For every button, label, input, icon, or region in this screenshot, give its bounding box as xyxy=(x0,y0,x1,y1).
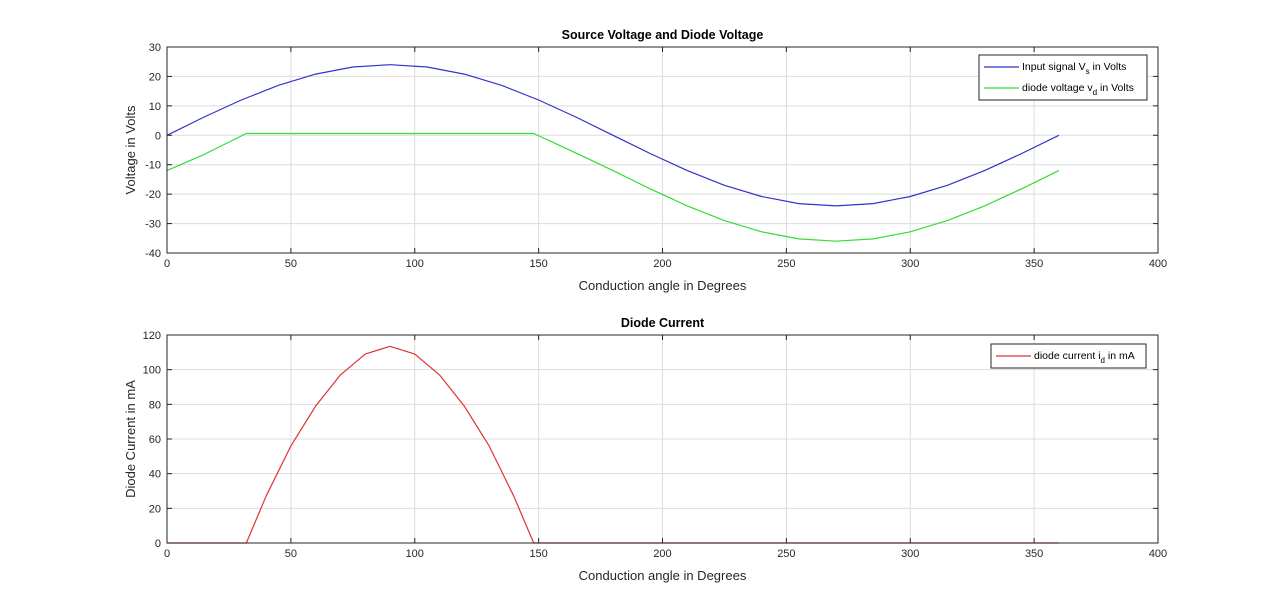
x-tick-label: 400 xyxy=(1149,548,1167,560)
y-tick-label: 0 xyxy=(155,130,161,142)
y-tick-label: -20 xyxy=(145,189,161,201)
legend: diode current id in mA xyxy=(990,343,1147,369)
x-tick-label: 100 xyxy=(406,258,424,270)
x-axis-label: Conduction angle in Degrees xyxy=(579,568,747,583)
x-tick-label: 200 xyxy=(653,548,671,560)
legend-label-1: Input signal Vs in Volts xyxy=(1022,61,1126,76)
x-tick-label: 200 xyxy=(653,258,671,270)
x-tick-label: 300 xyxy=(901,258,919,270)
x-tick-label: 250 xyxy=(777,258,795,270)
x-tick-label: 50 xyxy=(285,258,297,270)
series-line-1 xyxy=(166,64,1060,207)
chart-2: 0 50 100 150 200 250 300 350 400 0 20 40 60 80 100 120 D… xyxy=(123,316,1167,583)
chart-1: 0 50 100 150 200 250 300 350 400 -40 -30 -20 -10 0 10 2… xyxy=(123,28,1167,293)
legend-label-1: diode current id in mA xyxy=(1034,350,1135,365)
x-tick-label: 250 xyxy=(777,548,795,560)
x-tick-label: 0 xyxy=(164,548,170,560)
x-tick-label: 150 xyxy=(529,258,547,270)
y-tick-label: 80 xyxy=(149,399,161,411)
y-tick-label: 100 xyxy=(143,365,161,377)
y-tick-label: 40 xyxy=(149,469,161,481)
x-tick-label: 100 xyxy=(406,548,424,560)
legend: Input signal Vs in Volts diode voltage vd… xyxy=(978,54,1148,101)
x-tick-label: 350 xyxy=(1025,548,1043,560)
y-tick-label: 60 xyxy=(149,434,161,446)
x-tick-label: 400 xyxy=(1149,258,1167,270)
series-line-2 xyxy=(166,132,1060,242)
y-tick-label: 20 xyxy=(149,71,161,83)
y-tick-label: 20 xyxy=(149,503,161,515)
legend-label-2: diode voltage vd in Volts xyxy=(1022,82,1134,97)
x-tick-label: 150 xyxy=(529,548,547,560)
y-tick-label: -10 xyxy=(145,160,161,172)
y-axis-label: Voltage in Volts xyxy=(123,105,138,194)
x-axis-label: Conduction angle in Degrees xyxy=(579,278,747,293)
x-tick-label: 300 xyxy=(901,548,919,560)
x-tick-label: 50 xyxy=(285,548,297,560)
y-tick-label: -30 xyxy=(145,219,161,231)
chart-title: Diode Current xyxy=(621,316,705,330)
legend-box xyxy=(978,54,1148,101)
x-tick-label: 0 xyxy=(164,258,170,270)
y-axis-label: Diode Current in mA xyxy=(123,380,138,498)
y-tick-label: 10 xyxy=(149,101,161,113)
chart-title: Source Voltage and Diode Voltage xyxy=(562,28,764,42)
y-tick-label: 120 xyxy=(143,330,161,342)
y-tick-label: -40 xyxy=(145,248,161,260)
x-tick-label: 350 xyxy=(1025,258,1043,270)
y-tick-label: 0 xyxy=(155,538,161,550)
y-tick-label: 30 xyxy=(149,42,161,54)
